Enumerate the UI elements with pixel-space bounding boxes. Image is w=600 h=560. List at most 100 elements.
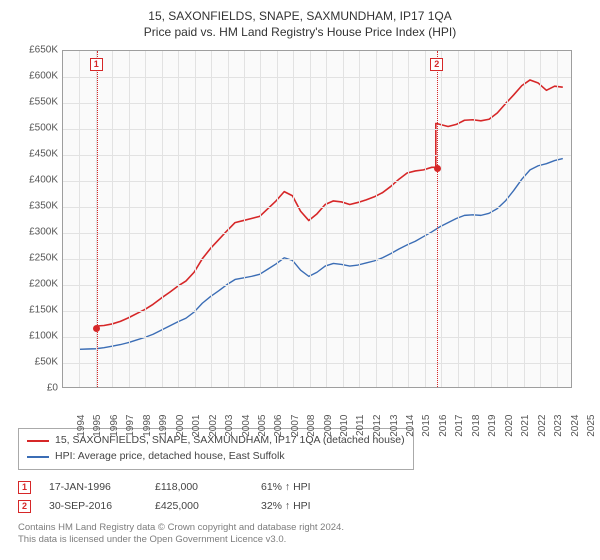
x-axis-label: 1998 [142, 415, 153, 437]
x-gridline [392, 51, 393, 387]
x-axis-label: 1995 [92, 415, 103, 437]
x-gridline [195, 51, 196, 387]
x-axis-label: 2005 [257, 415, 268, 437]
y-axis-label: £250K [18, 253, 58, 264]
footer-line1: Contains HM Land Registry data © Crown c… [18, 522, 582, 535]
title-line2: Price paid vs. HM Land Registry's House … [18, 24, 582, 40]
marker-box-2: 2 [430, 58, 443, 71]
transactions-table: 117-JAN-1996£118,00061% ↑ HPI230-SEP-201… [18, 478, 582, 516]
x-axis-label: 2018 [471, 415, 482, 437]
x-gridline [112, 51, 113, 387]
x-axis-label: 2014 [405, 415, 416, 437]
y-axis-label: £550K [18, 97, 58, 108]
y-gridline [63, 181, 571, 182]
x-gridline [178, 51, 179, 387]
x-axis-label: 2022 [536, 415, 547, 437]
x-gridline [425, 51, 426, 387]
y-axis-label: £200K [18, 279, 58, 290]
y-axis-label: £100K [18, 331, 58, 342]
x-gridline [244, 51, 245, 387]
x-axis-label: 2011 [355, 415, 366, 437]
y-axis-label: £300K [18, 227, 58, 238]
transaction-row-2: 230-SEP-2016£425,00032% ↑ HPI [18, 497, 582, 516]
x-gridline [491, 51, 492, 387]
marker-vline-1 [97, 51, 98, 387]
x-axis-label: 2020 [503, 415, 514, 437]
x-axis-label: 2021 [520, 415, 531, 437]
y-axis-label: £500K [18, 123, 58, 134]
x-axis-label: 2015 [421, 415, 432, 437]
transaction-price: £118,000 [155, 478, 243, 497]
marker-dot-1 [93, 325, 100, 332]
chart-area: 12 1994199519961997199819992000200120022… [18, 44, 582, 424]
x-axis-label: 2003 [224, 415, 235, 437]
x-gridline [524, 51, 525, 387]
chart-title: 15, SAXONFIELDS, SNAPE, SAXMUNDHAM, IP17… [18, 8, 582, 40]
x-gridline [79, 51, 80, 387]
x-axis-label: 2013 [388, 415, 399, 437]
x-axis-label: 2023 [553, 415, 564, 437]
y-axis-label: £600K [18, 71, 58, 82]
x-axis-label: 2025 [586, 415, 597, 437]
x-axis-label: 2012 [372, 415, 383, 437]
transaction-marker: 2 [18, 500, 31, 513]
x-gridline [540, 51, 541, 387]
y-gridline [63, 155, 571, 156]
x-gridline [277, 51, 278, 387]
x-gridline [458, 51, 459, 387]
transaction-marker: 1 [18, 481, 31, 494]
footer-line2: This data is licensed under the Open Gov… [18, 534, 582, 547]
series-price_paid [97, 80, 563, 326]
y-gridline [63, 259, 571, 260]
y-gridline [63, 311, 571, 312]
y-axis-label: £150K [18, 305, 58, 316]
transaction-delta: 32% ↑ HPI [261, 497, 349, 516]
x-axis-label: 2017 [454, 415, 465, 437]
x-axis-label: 1999 [158, 415, 169, 437]
x-gridline [228, 51, 229, 387]
x-axis-label: 2016 [438, 415, 449, 437]
x-gridline [507, 51, 508, 387]
x-gridline [441, 51, 442, 387]
transaction-date: 17-JAN-1996 [49, 478, 137, 497]
x-axis-label: 2010 [339, 415, 350, 437]
x-axis-label: 2002 [207, 415, 218, 437]
title-line1: 15, SAXONFIELDS, SNAPE, SAXMUNDHAM, IP17… [18, 8, 582, 24]
transaction-delta: 61% ↑ HPI [261, 478, 349, 497]
marker-vline-2 [437, 51, 438, 387]
footer: Contains HM Land Registry data © Crown c… [18, 522, 582, 548]
y-gridline [63, 337, 571, 338]
y-axis-label: £50K [18, 357, 58, 368]
x-axis-label: 2001 [191, 415, 202, 437]
x-axis-label: 2024 [569, 415, 580, 437]
x-gridline [211, 51, 212, 387]
transaction-price: £425,000 [155, 497, 243, 516]
x-gridline [326, 51, 327, 387]
x-ticks: 1994199519961997199819992000200120022003… [62, 388, 572, 424]
x-axis-label: 2006 [273, 415, 284, 437]
x-axis-label: 2000 [174, 415, 185, 437]
transaction-row-1: 1 17-JAN-1996 £118,000 61% ↑ HPI [18, 478, 582, 497]
x-gridline [359, 51, 360, 387]
x-gridline [310, 51, 311, 387]
x-gridline [162, 51, 163, 387]
x-gridline [376, 51, 377, 387]
y-gridline [63, 129, 571, 130]
x-gridline [145, 51, 146, 387]
y-gridline [63, 207, 571, 208]
x-gridline [129, 51, 130, 387]
legend-swatch [27, 456, 49, 458]
y-gridline [63, 103, 571, 104]
x-gridline [557, 51, 558, 387]
legend-label: HPI: Average price, detached house, East… [55, 449, 285, 465]
x-axis-label: 2019 [487, 415, 498, 437]
marker-box-1: 1 [90, 58, 103, 71]
y-gridline [63, 233, 571, 234]
y-axis-label: £350K [18, 201, 58, 212]
x-axis-label: 2008 [306, 415, 317, 437]
y-axis-label: £450K [18, 149, 58, 160]
y-gridline [63, 285, 571, 286]
plot-region: 12 [62, 50, 572, 388]
legend-item-hpi: HPI: Average price, detached house, East… [27, 449, 405, 465]
legend-swatch [27, 440, 49, 442]
